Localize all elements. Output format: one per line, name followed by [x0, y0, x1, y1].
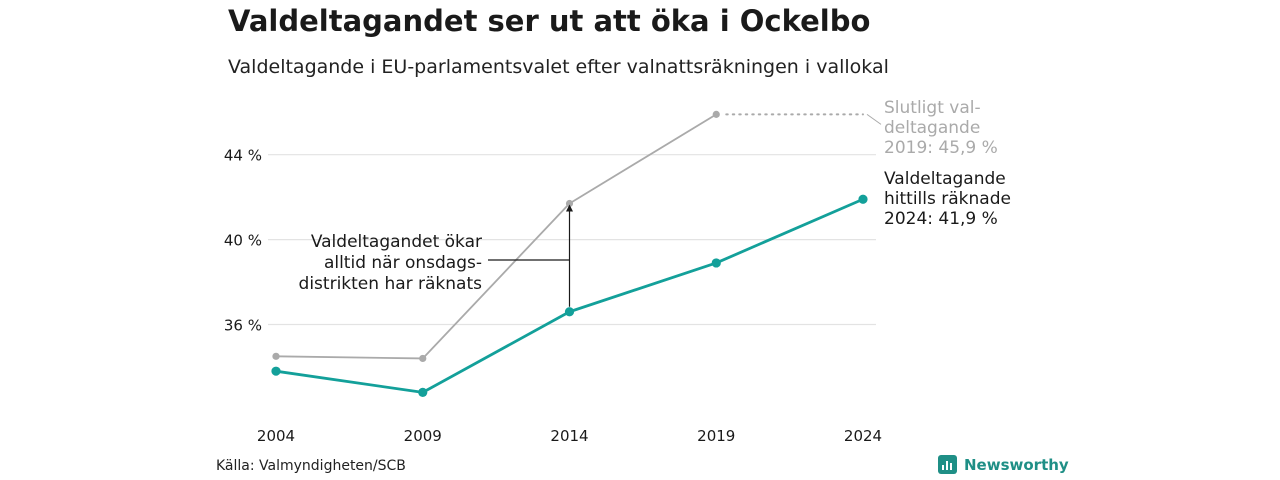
final-label-leader — [866, 113, 882, 125]
series-final — [272, 110, 882, 363]
data-point-counted — [418, 387, 428, 398]
x-axis-labels: 2004 2009 2014 2019 2024 — [257, 427, 882, 445]
data-point-final — [712, 110, 720, 118]
annotation-text: distrikten har räknats — [299, 274, 483, 294]
x-tick-label: 2024 — [844, 427, 882, 445]
data-point-counted — [711, 258, 721, 268]
annotation-text: Valdeltagandet ökar — [311, 232, 482, 252]
x-tick-label: 2014 — [550, 427, 588, 445]
counted-series-label: hittills räknade — [884, 189, 1011, 209]
y-tick-label: 44 % — [224, 147, 262, 165]
source-note: Källa: Valmyndigheten/SCB — [216, 458, 406, 474]
x-tick-label: 2009 — [404, 427, 442, 445]
grid-lines — [268, 154, 876, 326]
series-line-final — [275, 113, 717, 360]
final-series-label: 2019: 45,9 % — [884, 138, 998, 158]
data-point-counted — [564, 307, 575, 317]
annotation-arrowhead — [566, 204, 573, 212]
chart-subtitle: Valdeltagande i EU-parlamentsvalet efter… — [228, 56, 889, 78]
y-axis-labels: 36 % 40 % 44 % — [224, 147, 262, 335]
final-series-label: Slutligt val- — [884, 98, 981, 118]
chart-title: Valdeltagandet ser ut att öka i Ockelbo — [228, 4, 871, 38]
counted-series-label: 2024: 41,9 % — [884, 209, 998, 229]
data-point-final — [272, 352, 280, 360]
series-counted — [271, 194, 868, 398]
y-tick-label: 36 % — [224, 316, 262, 334]
x-tick-label: 2004 — [257, 427, 295, 445]
counted-series-label: Valdeltagande — [884, 169, 1006, 189]
x-tick-label: 2019 — [697, 427, 735, 445]
final-series-label: deltagande — [884, 118, 980, 138]
brand-name: Newsworthy — [964, 455, 1069, 474]
brand[interactable]: Newsworthy — [938, 455, 1069, 474]
newsworthy-logo-icon — [938, 455, 957, 474]
y-tick-label: 40 % — [224, 232, 262, 250]
data-point-final — [419, 354, 427, 363]
data-point-final — [565, 199, 574, 208]
data-point-counted — [858, 194, 868, 204]
annotation-text: alltid när onsdags- — [324, 253, 482, 273]
data-point-counted — [271, 366, 281, 376]
